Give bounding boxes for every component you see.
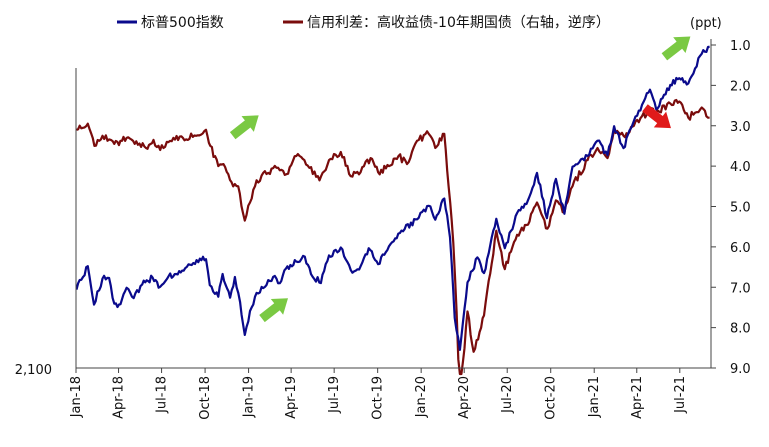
x-tick-label: Jan-20 xyxy=(414,376,429,418)
x-tick-label: Apr-19 xyxy=(284,376,299,419)
right-ticks: 1.0 2.0 3.0 4.0 5.0 6.0 7.0 8.0 9.0 xyxy=(711,39,751,377)
x-tick-label: Jul-21 xyxy=(673,376,688,414)
x-tick-label: Jul-19 xyxy=(327,376,342,414)
annotation-arrow-up-right xyxy=(661,36,691,61)
x-tick-label: Apr-21 xyxy=(630,376,645,419)
right-tick-label: 3.0 xyxy=(730,120,751,135)
series-line-spread xyxy=(76,98,710,376)
x-tick-label: Apr-18 xyxy=(112,376,127,419)
legend: 标普500指数 信用利差：高收益债-10年期国债（右轴，逆序） xyxy=(117,14,610,31)
x-tick-label: Oct-19 xyxy=(371,376,386,420)
right-tick-label: 1.0 xyxy=(730,39,751,54)
annotation-arrow-up-right xyxy=(229,115,259,140)
x-tick-label: Apr-20 xyxy=(457,376,472,419)
x-tick-label: Jul-18 xyxy=(155,376,170,414)
right-tick-label: 5.0 xyxy=(730,201,751,216)
annotations xyxy=(229,36,691,323)
right-tick-label: 9.0 xyxy=(730,362,751,377)
x-tick-label: Jan-18 xyxy=(69,376,84,418)
annotation-arrow-down-right xyxy=(642,104,671,129)
x-tick-label: Oct-18 xyxy=(198,376,213,420)
x-tick-label: Jan-21 xyxy=(587,376,602,418)
right-tick-label: 6.0 xyxy=(730,241,751,256)
right-tick-label: 7.0 xyxy=(730,281,751,296)
legend-label-sp500: 标普500指数 xyxy=(141,15,224,31)
plot-area xyxy=(75,45,710,376)
right-axis-unit: (ppt) xyxy=(690,16,722,31)
right-tick-label: 2.0 xyxy=(730,79,751,94)
series-line-sp500 xyxy=(75,45,710,351)
axes: Jan-18 Apr-18 Jul-18 Oct-18 Jan-19 Apr-19 Jul-… xyxy=(69,39,751,420)
x-tick-label: Jul-20 xyxy=(500,376,515,414)
right-tick-label: 4.0 xyxy=(730,160,751,175)
x-tick-label: Oct-20 xyxy=(544,376,559,420)
legend-label-spread: 信用利差：高收益债-10年期国债（右轴，逆序） xyxy=(307,14,610,31)
x-tick-label: Jan-19 xyxy=(242,376,257,418)
annotation-arrow-up-right xyxy=(259,298,288,323)
x-ticks: Jan-18 Apr-18 Jul-18 Oct-18 Jan-19 Apr-19 Jul-… xyxy=(69,368,688,420)
right-tick-label: 8.0 xyxy=(730,322,751,337)
left-axis-tick-label: 2,100 xyxy=(15,363,52,378)
